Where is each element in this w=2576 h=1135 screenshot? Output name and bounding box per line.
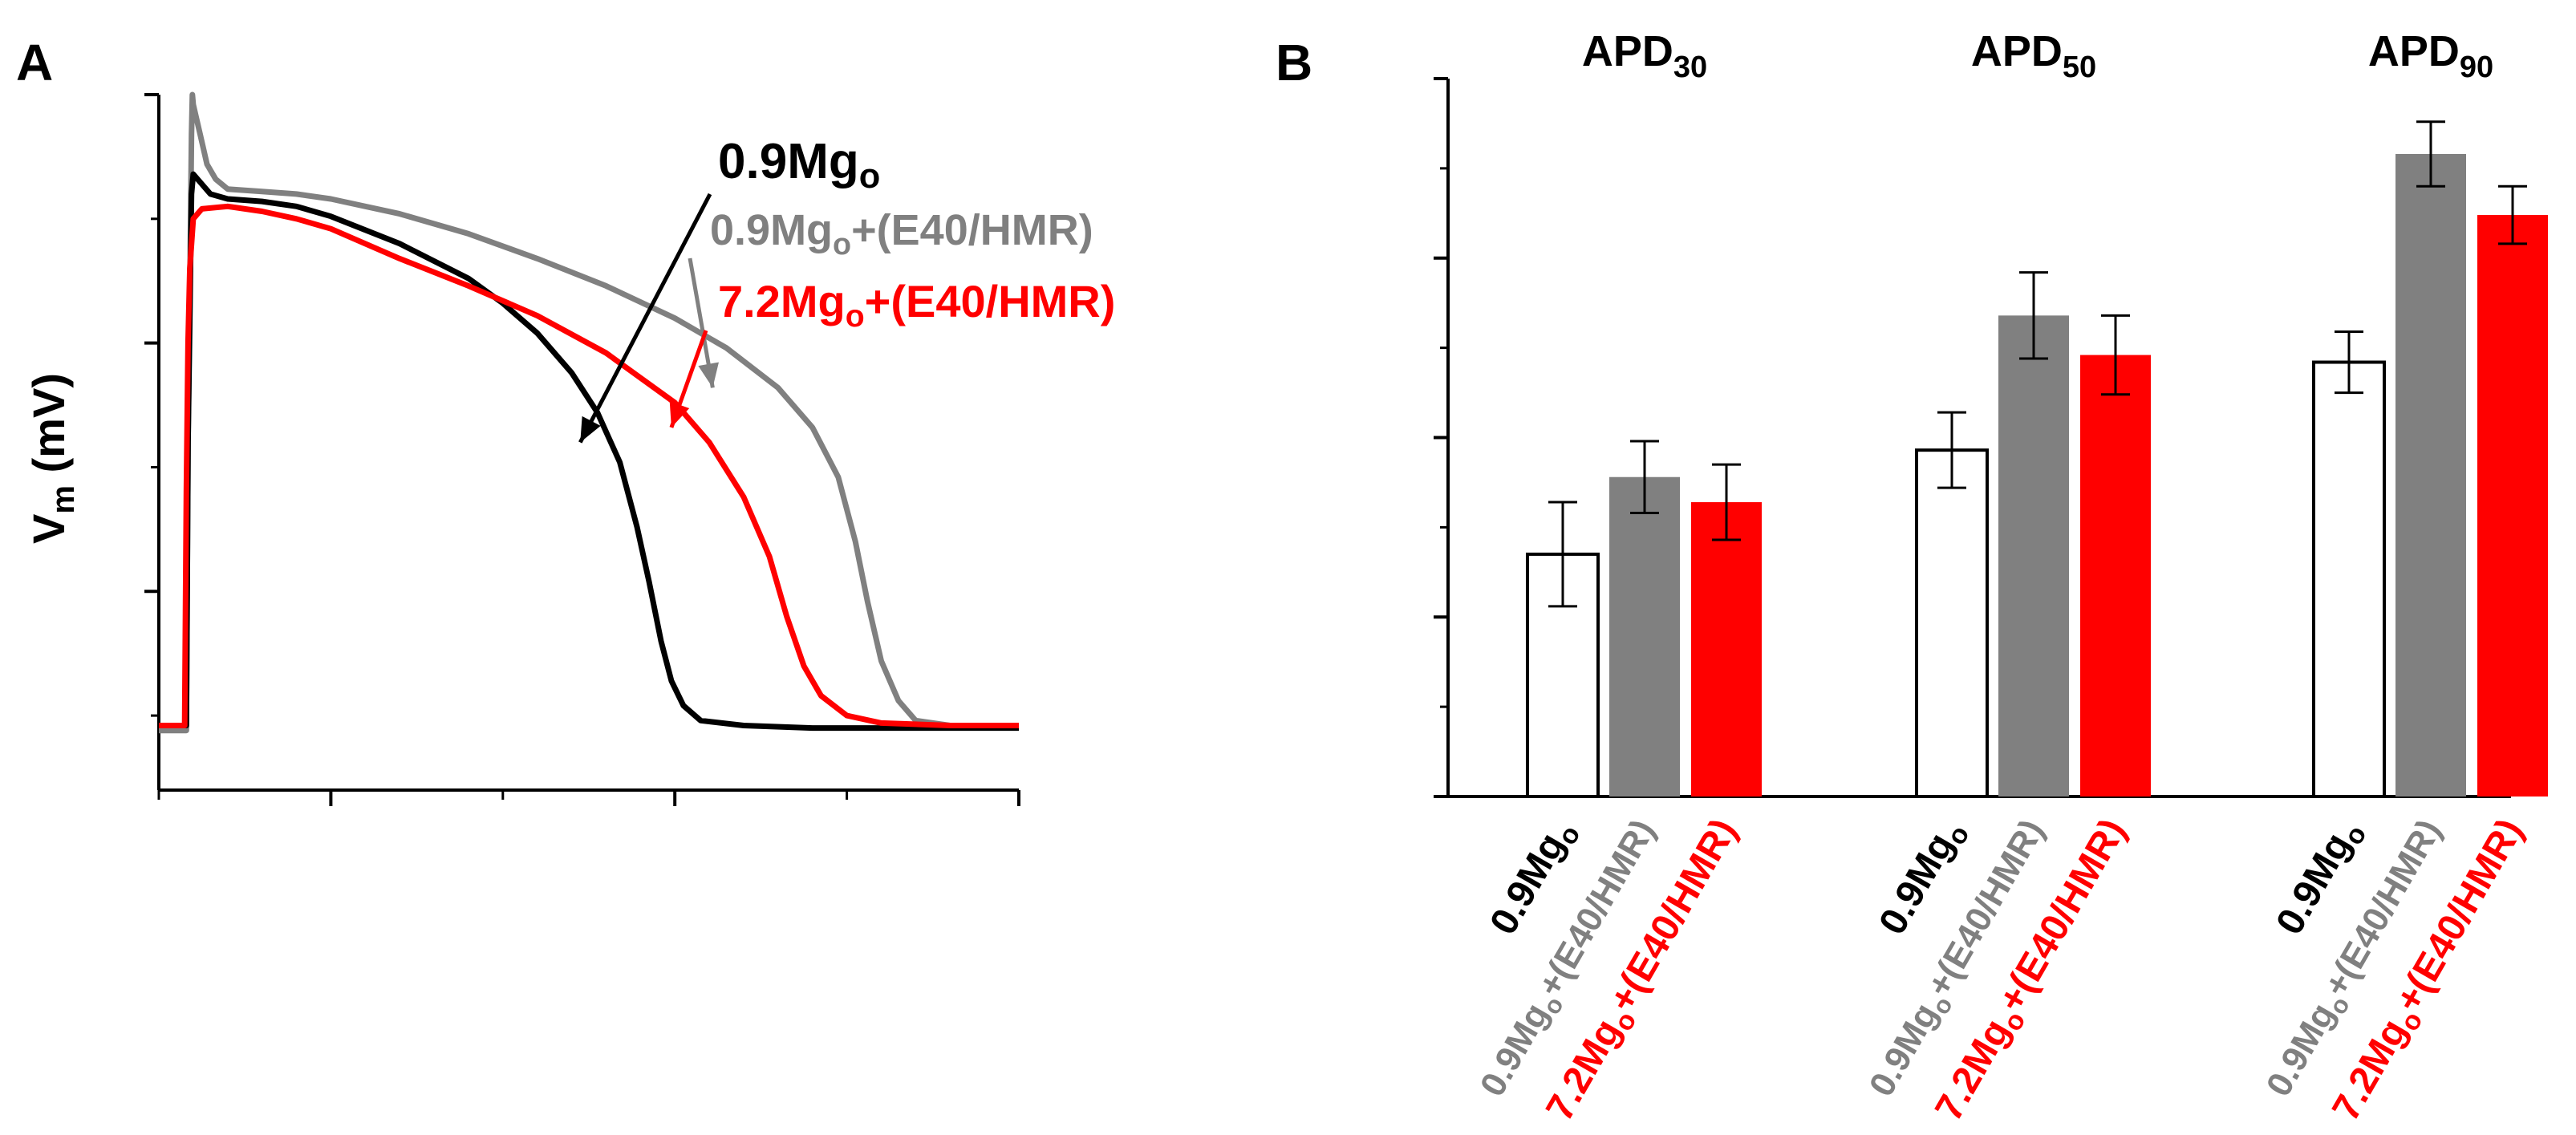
panel-b-label: B: [1276, 34, 1312, 91]
bar-2-0: [2312, 360, 2386, 798]
bar-2-1: [2395, 153, 2466, 797]
trace-1: [159, 171, 1019, 732]
bar-1-1: [1998, 315, 2069, 797]
pointer-arrowhead-1: [698, 362, 719, 388]
bar-1-0: [1915, 448, 1989, 798]
group-title-1: APD50: [1971, 27, 2096, 84]
legend-label-2: 7.2Mgo+(E40/HMR): [718, 276, 1115, 334]
group-title-2: APD90: [2368, 27, 2493, 84]
legend-label-0: 0.9Mgo: [718, 134, 880, 196]
pointer-arrowhead-0: [580, 415, 601, 443]
panel-a-line-chart: Vm (mV) 0.9Mgo 0.9Mgo+(E40/HMR) 7.2Mgo+(E40…: [23, 91, 1115, 806]
bar-0-2: [1691, 502, 1762, 797]
legend-label-1: 0.9Mgo+(E40/HMR): [710, 206, 1093, 261]
y-axis-label: Vm (mV): [23, 373, 81, 544]
pointer-arrow-0: [578, 193, 712, 444]
panel-a-label: A: [16, 34, 53, 91]
panel-b-bar-chart: APD300.9Mgo0.9Mgo+(E40/HMR)7.2Mgo+(E40/H…: [1434, 27, 2548, 1128]
trace-2: [159, 203, 1019, 728]
bar-2-2: [2477, 215, 2548, 797]
trace-0: [159, 91, 1019, 734]
group-title-0: APD30: [1582, 27, 1707, 84]
bar-0-1: [1609, 476, 1680, 797]
bar-1-2: [2080, 355, 2151, 797]
pointer-arrowhead-2: [669, 401, 690, 428]
